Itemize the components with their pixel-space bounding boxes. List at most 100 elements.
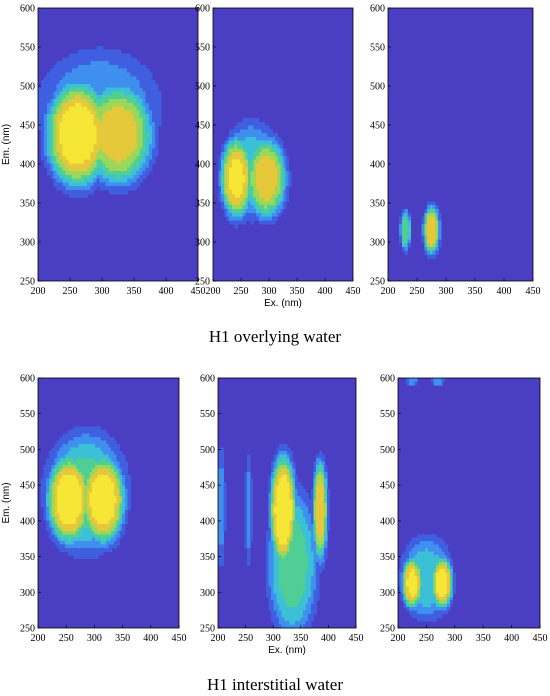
y-tick-label: 300 [380,588,395,599]
y-tick-label: 250 [20,277,35,288]
x-tick-label: 400 [321,633,336,644]
contour-fill [399,201,442,259]
y-axis-label: Em. (nm) [1,124,12,165]
x-tick-label: 200 [391,633,406,644]
y-tick-label: 350 [200,552,215,563]
y-tick-label: 500 [200,445,215,456]
y-tick-label: 300 [20,588,35,599]
contour-fill [218,443,331,629]
y-tick-label: 600 [370,4,385,15]
x-tick-label: 200 [206,286,221,297]
plot-frame [397,377,541,629]
x-tick-label: 400 [159,286,174,297]
contour-fill [398,378,456,622]
x-tick-label: 450 [526,286,541,297]
x-tick-label: 450 [533,633,548,644]
contour-fill [38,45,162,199]
x-tick-label: 450 [346,286,361,297]
caption-interstitial: H1 interstitial water [207,675,343,694]
x-tick-label: 450 [191,286,206,297]
x-tick-label: 300 [266,633,281,644]
y-axis-label: Em. (nm) [1,482,12,523]
x-tick-label: 250 [59,633,74,644]
x-tick-label: 350 [468,286,483,297]
y-tick-label: 500 [380,445,395,456]
y-tick-label: 550 [20,409,35,420]
y-tick-label: 450 [195,121,210,132]
contour-fill [40,426,131,560]
y-tick-label: 400 [200,516,215,527]
x-tick-label: 200 [381,286,396,297]
y-tick-label: 350 [20,552,35,563]
y-tick-label: 300 [20,238,35,249]
plot-frame [37,7,199,282]
y-tick-label: 250 [195,277,210,288]
y-tick-label: 500 [370,82,385,93]
y-tick-label: 600 [200,374,215,385]
y-tick-label: 250 [380,624,395,635]
plot-background [388,8,533,281]
y-tick-label: 300 [200,588,215,599]
x-tick-label: 250 [63,286,78,297]
y-tick-label: 250 [20,624,35,635]
y-tick-label: 300 [370,238,385,249]
caption-overlying: H1 overlying water [209,327,342,346]
y-tick-label: 550 [200,409,215,420]
x-tick-label: 200 [211,633,226,644]
x-tick-label: 350 [476,633,491,644]
eem-panel-3: 200 250 300 350 400 4502503003504004505005506… [370,4,541,298]
y-tick-label: 600 [20,4,35,15]
y-tick-label: 500 [195,82,210,93]
x-tick-label: 450 [349,633,364,644]
y-tick-label: 600 [20,374,35,385]
y-tick-label: 250 [200,624,215,635]
y-tick-label: 400 [20,160,35,171]
y-tick-label: 350 [370,199,385,210]
y-tick-label: 450 [20,121,35,132]
y-tick-label: 350 [380,552,395,563]
y-tick-label: 350 [195,199,210,210]
y-tick-label: 450 [200,481,215,492]
x-tick-label: 250 [238,633,253,644]
y-tick-label: 300 [195,238,210,249]
y-tick-label: 550 [380,409,395,420]
x-tick-label: 200 [31,633,46,644]
y-tick-label: 250 [370,277,385,288]
y-tick-label: 500 [20,82,35,93]
x-tick-label: 300 [262,286,277,297]
eem-panel-4: 200 250 300 350 400 4502503003504004505005506… [1,374,187,645]
y-tick-label: 550 [195,43,210,54]
x-tick-label: 250 [234,286,249,297]
x-tick-label: 350 [290,286,305,297]
y-tick-label: 400 [195,160,210,171]
eem-panel-2: 200 250 300 350 400 4502503003504004505005506… [195,4,361,310]
x-axis-label: Ex. (nm) [264,298,302,309]
eem-panel-5: 200 250 300 350 400 4502503003504004505005506… [200,374,364,657]
y-tick-label: 450 [380,481,395,492]
y-tick-label: 550 [370,43,385,54]
y-tick-label: 550 [20,43,35,54]
y-tick-label: 450 [20,481,35,492]
x-tick-label: 250 [419,633,434,644]
y-tick-label: 400 [370,160,385,171]
x-tick-label: 350 [293,633,308,644]
y-tick-label: 500 [20,445,35,456]
x-tick-label: 400 [318,286,333,297]
x-tick-label: 350 [127,286,142,297]
plot-frame [37,377,180,629]
eem-panel-6: 200 250 300 350 400 4502503003504004505005506… [380,374,548,645]
plot-frame [217,377,357,629]
x-tick-label: 300 [87,633,102,644]
x-tick-label: 300 [439,286,454,297]
y-tick-label: 400 [20,516,35,527]
y-tick-label: 450 [370,121,385,132]
y-tick-label: 600 [380,374,395,385]
plot-frame [212,7,354,282]
x-tick-label: 400 [143,633,158,644]
plot-frame [387,7,534,282]
y-tick-label: 600 [195,4,210,15]
x-tick-label: 250 [410,286,425,297]
x-axis-label: Ex. (nm) [268,645,306,656]
y-tick-label: 350 [20,199,35,210]
